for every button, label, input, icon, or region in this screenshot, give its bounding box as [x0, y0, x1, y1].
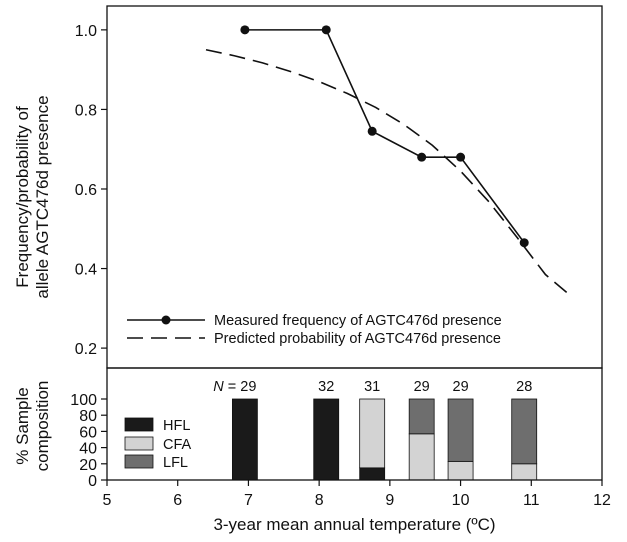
sample-size-label: 29 [414, 379, 430, 395]
bottom-panel-border [106, 367, 603, 481]
bottom-ytick-label: 60 [79, 424, 97, 441]
bottom-ytick-label: 100 [70, 392, 97, 409]
bottom-ytick-label: 80 [79, 408, 97, 425]
xlabel: 3-year mean annual temperature (ºC) [213, 515, 495, 534]
measured-frequency-point [321, 25, 331, 35]
bottom-ytick-label: 20 [79, 457, 97, 474]
legend-label-lfl: LFL [163, 455, 188, 471]
xtick-label: 5 [103, 492, 112, 509]
top-ytick-label: 0.4 [75, 262, 97, 279]
bar-segment-cfa [408, 433, 435, 481]
legend-measured-marker [161, 315, 171, 325]
bottom-ylabel-line1: % Sample [13, 387, 32, 464]
xtick-label: 11 [523, 492, 540, 509]
frequency-panel: 0.2 0.4 0.6 0.8 1.0 Frequency/probability of a… [13, 23, 568, 358]
legend-measured-label: Measured frequency of AGTC476d presence [214, 313, 502, 329]
bottom-ytick-label: 40 [79, 441, 97, 458]
measured-frequency-point [519, 238, 529, 248]
measured-frequency-point [417, 152, 427, 162]
bottom-ytick-label: 0 [88, 473, 97, 490]
bar-segment-lfl [447, 398, 474, 462]
xtick-label: 9 [385, 492, 394, 509]
top-ytick-label: 0.6 [75, 182, 97, 199]
sample-size-label: 29 [453, 379, 469, 395]
sample-size-label: 32 [318, 379, 334, 395]
top-ylabel-line1: Frequency/probability of [13, 106, 32, 288]
measured-frequency-point [240, 25, 250, 35]
measured-frequency-line [244, 29, 525, 244]
bar-segment-hfl [313, 398, 340, 481]
plot-frame [106, 5, 603, 481]
xtick-label: 6 [173, 492, 182, 509]
bar-segment-hfl [359, 467, 386, 481]
top-ytick-label: 0.8 [75, 102, 97, 119]
xtick-label: 8 [315, 492, 324, 509]
sample-size-label: N = 29 [213, 379, 256, 395]
legend-swatch-lfl [124, 454, 154, 469]
legend-predicted-label: Predicted probability of AGTC476d presen… [214, 331, 501, 347]
xtick-label: 7 [244, 492, 253, 509]
bar-segment-lfl [408, 398, 435, 435]
legend-swatch-cfa [124, 436, 154, 451]
legend-swatch-hfl [124, 417, 154, 432]
measured-frequency-point [367, 126, 377, 136]
top-ylabel-line2: allele AGTC476d presence [33, 95, 52, 298]
legend-label-cfa: CFA [163, 437, 192, 453]
bar-segment-cfa [447, 460, 474, 481]
xtick-label: 10 [452, 492, 470, 509]
bar-segment-cfa [359, 398, 386, 469]
legend-label-hfl: HFL [163, 418, 190, 434]
top-ytick-label: 0.2 [75, 341, 97, 358]
bar-segment-lfl [511, 398, 538, 465]
measured-frequency-point [456, 152, 466, 162]
sample-size-label: 28 [516, 379, 532, 395]
predicted-probability-line [205, 48, 568, 294]
xtick-label: 12 [593, 492, 611, 509]
bar-segment-hfl [231, 398, 258, 481]
top-ytick-label: 1.0 [75, 23, 97, 40]
bar-segment-cfa [511, 463, 538, 481]
bottom-ylabel-line2: composition [33, 381, 52, 472]
sample-size-label: 31 [364, 379, 380, 395]
